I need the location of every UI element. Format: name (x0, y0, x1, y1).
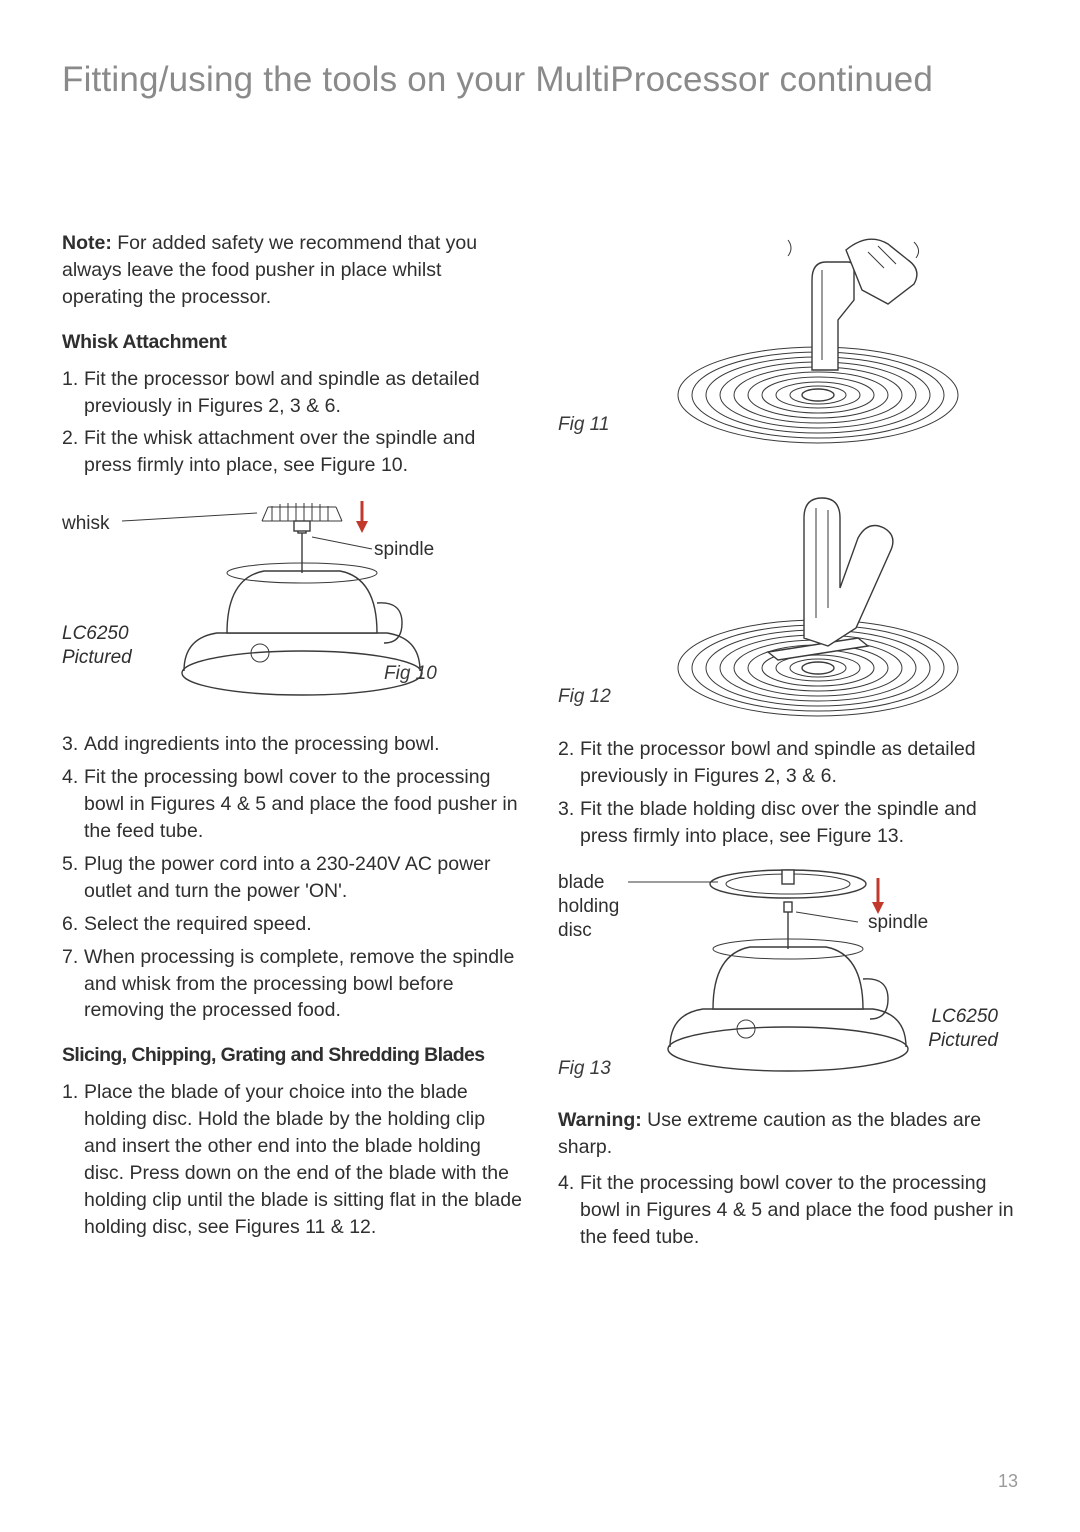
fig13-model: LC6250 (931, 1004, 998, 1030)
step-4-text: Fit the processing bowl cover to the pro… (84, 766, 518, 842)
figure-12-illustration (558, 468, 1018, 718)
step-s2-2-text: Fit the processor bowl and spindle as de… (580, 738, 976, 787)
step-1: 1.Fit the processor bowl and spindle as … (62, 366, 522, 420)
fig13-label-disc-3: disc (558, 918, 592, 944)
fig12-caption: Fig 12 (558, 684, 611, 710)
slicing-step-4: 4.Fit the processing bowl cover to the p… (558, 1170, 1018, 1251)
figure-12: Fig 12 (558, 468, 1018, 718)
step-s2-4-text: Fit the processing bowl cover to the pro… (580, 1172, 1014, 1248)
step-1-text: Fit the processor bowl and spindle as de… (84, 368, 480, 417)
step-s2-3: 3.Fit the blade holding disc over the sp… (558, 796, 1018, 850)
figure-10-illustration (62, 493, 522, 703)
fig10-model: LC6250 (62, 621, 129, 647)
whisk-heading: Whisk Attachment (62, 329, 522, 356)
step-6-text: Select the required speed. (84, 913, 312, 935)
figure-10: whisk spindle LC6250 Pictured Fig 10 (62, 493, 522, 713)
fig10-label-spindle: spindle (374, 537, 434, 563)
page-title: Fitting/using the tools on your MultiPro… (62, 60, 1018, 100)
note-paragraph: Note: For added safety we recommend that… (62, 230, 522, 311)
fig13-caption: Fig 13 (558, 1056, 611, 1082)
figure-11-illustration (558, 220, 1018, 450)
step-7-text: When processing is complete, remove the … (84, 946, 514, 1022)
page-number: 13 (998, 1471, 1018, 1492)
fig10-pictured: Pictured (62, 645, 132, 671)
step-s2-4: 4.Fit the processing bowl cover to the p… (558, 1170, 1018, 1251)
step-4: 4.Fit the processing bowl cover to the p… (62, 764, 522, 845)
figure-13: blade holding disc spindle LC6250 Pictur… (558, 864, 1018, 1089)
slicing-heading: Slicing, Chipping, Grating and Shredding… (62, 1042, 522, 1069)
step-5: 5.Plug the power cord into a 230-240V AC… (62, 851, 522, 905)
step-s2-1-text: Place the blade of your choice into the … (84, 1081, 522, 1238)
figure-11: Fig 11 (558, 220, 1018, 450)
step-3-text: Add ingredients into the processing bowl… (84, 733, 440, 755)
step-5-text: Plug the power cord into a 230-240V AC p… (84, 853, 491, 902)
step-s2-1: 1.Place the blade of your choice into th… (62, 1079, 522, 1240)
whisk-steps-1-2: 1.Fit the processor bowl and spindle as … (62, 366, 522, 480)
note-label: Note: (62, 232, 112, 254)
step-3: 3.Add ingredients into the processing bo… (62, 731, 522, 758)
fig13-label-disc-2: holding (558, 894, 619, 920)
slicing-steps-2-3: 2.Fit the processor bowl and spindle as … (558, 736, 1018, 850)
step-7: 7.When processing is complete, remove th… (62, 944, 522, 1025)
step-s2-3-text: Fit the blade holding disc over the spin… (580, 798, 977, 847)
right-column: Fig 11 (558, 230, 1018, 1257)
whisk-steps-3-7: 3.Add ingredients into the processing bo… (62, 731, 522, 1024)
slicing-step-1: 1.Place the blade of your choice into th… (62, 1079, 522, 1240)
fig11-caption: Fig 11 (558, 412, 609, 438)
fig13-label-spindle: spindle (868, 910, 928, 936)
step-2-text: Fit the whisk attachment over the spindl… (84, 427, 475, 476)
step-s2-2: 2.Fit the processor bowl and spindle as … (558, 736, 1018, 790)
left-column: Note: For added safety we recommend that… (62, 230, 522, 1257)
warning-paragraph: Warning: Use extreme caution as the blad… (558, 1107, 1018, 1161)
fig13-label-disc-1: blade (558, 870, 605, 896)
content-columns: Note: For added safety we recommend that… (62, 230, 1018, 1257)
step-6: 6.Select the required speed. (62, 911, 522, 938)
note-body: For added safety we recommend that you a… (62, 232, 477, 308)
warning-label: Warning: (558, 1109, 642, 1131)
fig10-caption: Fig 10 (384, 661, 437, 687)
step-2: 2.Fit the whisk attachment over the spin… (62, 425, 522, 479)
fig13-pictured: Pictured (928, 1028, 998, 1054)
fig10-label-whisk: whisk (62, 511, 110, 537)
